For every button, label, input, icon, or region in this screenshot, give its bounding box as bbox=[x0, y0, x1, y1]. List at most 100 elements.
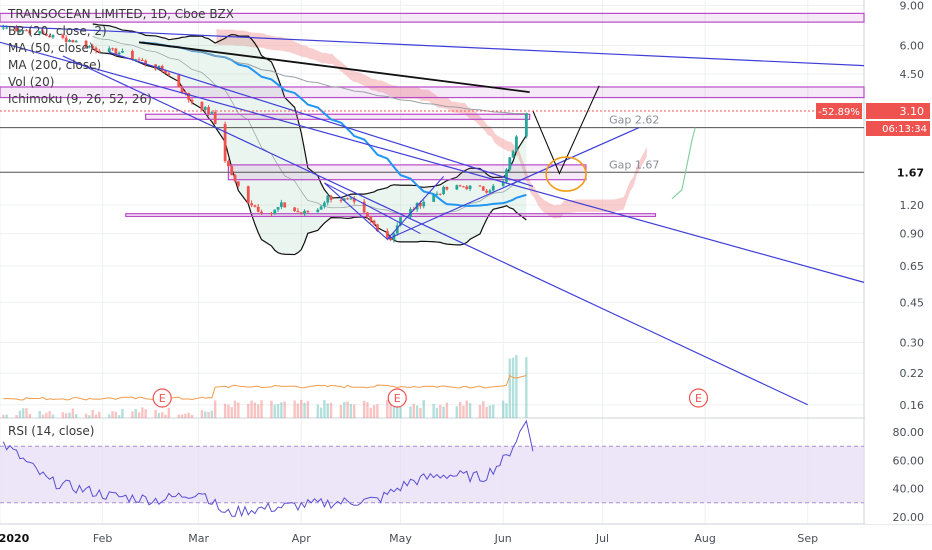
indicator-ma200[interactable]: MA (200, close) bbox=[8, 57, 234, 74]
volume-bar bbox=[19, 411, 21, 418]
volume-bar bbox=[346, 402, 348, 418]
candle-body bbox=[2, 28, 5, 29]
time-tick-label: Aug bbox=[694, 532, 715, 545]
earnings-label: E bbox=[695, 392, 702, 405]
volume-bar bbox=[323, 400, 325, 418]
volume-bar bbox=[85, 414, 87, 418]
volume-bar bbox=[492, 405, 494, 418]
candle-body bbox=[505, 170, 508, 182]
volume-bar bbox=[423, 400, 425, 418]
volume-bar bbox=[187, 413, 189, 418]
time-tick-label: Jul bbox=[595, 532, 609, 545]
volume-bar bbox=[436, 408, 438, 418]
volume-bar bbox=[88, 415, 90, 418]
volume-bar bbox=[141, 407, 143, 418]
volume-bar bbox=[45, 413, 47, 418]
volume-bar bbox=[231, 407, 233, 418]
volume-bar bbox=[297, 404, 299, 418]
candle-body bbox=[462, 186, 465, 187]
volume-bar bbox=[343, 402, 345, 418]
candle-body bbox=[340, 200, 343, 201]
volume-bar bbox=[489, 405, 491, 418]
candle-body bbox=[386, 231, 389, 237]
volume-bar bbox=[512, 358, 514, 418]
volume-bar bbox=[164, 415, 166, 418]
volume-bar bbox=[409, 407, 411, 418]
volume-bar bbox=[446, 403, 448, 418]
candle-body bbox=[224, 124, 227, 161]
candle-body bbox=[237, 181, 240, 186]
volume-bar bbox=[439, 405, 441, 418]
volume-bar bbox=[509, 358, 511, 418]
volume-bar bbox=[459, 402, 461, 418]
candle-body bbox=[230, 166, 233, 175]
time-tick-label: Mar bbox=[188, 532, 209, 545]
zone-1-08 bbox=[126, 214, 656, 217]
volume-bar bbox=[270, 401, 272, 418]
candle-body bbox=[320, 206, 323, 209]
volume-bar bbox=[25, 408, 27, 418]
candle-body bbox=[257, 207, 260, 212]
zone-3 bbox=[146, 114, 530, 119]
volume-bar bbox=[280, 402, 282, 418]
volume-bar bbox=[274, 405, 276, 418]
volume-bar bbox=[91, 410, 93, 418]
countdown-label: 06:13:34 bbox=[882, 124, 927, 135]
candle-body bbox=[306, 211, 309, 212]
candle-body bbox=[525, 113, 528, 137]
volume-bar bbox=[29, 414, 31, 418]
candle-body bbox=[210, 112, 213, 113]
volume-bar bbox=[366, 402, 368, 418]
volume-bar bbox=[505, 403, 507, 418]
volume-bar bbox=[68, 413, 70, 418]
indicator-vol[interactable]: Vol (20) bbox=[8, 74, 234, 91]
indicator-ma50[interactable]: MA (50, close) bbox=[8, 40, 234, 57]
candle-body bbox=[366, 212, 369, 216]
candle-body bbox=[253, 205, 256, 206]
candle-body bbox=[482, 186, 485, 190]
volume-bar bbox=[204, 412, 206, 418]
volume-bar bbox=[2, 415, 4, 418]
rsi-legend[interactable]: RSI (14, close) bbox=[8, 424, 94, 438]
price-tick-label: 0.22 bbox=[900, 367, 925, 380]
candle-body bbox=[346, 198, 349, 199]
candle-body bbox=[369, 217, 372, 221]
volume-bar bbox=[154, 410, 156, 418]
volume-bar bbox=[5, 415, 7, 418]
candle-body bbox=[512, 151, 515, 157]
earnings-label: E bbox=[159, 392, 166, 405]
time-tick-label: Apr bbox=[292, 532, 312, 545]
volume-bar bbox=[257, 404, 259, 418]
volume-bar bbox=[65, 413, 67, 418]
volume-bar bbox=[340, 405, 342, 418]
volume-bar bbox=[399, 407, 401, 418]
volume-bar bbox=[515, 355, 517, 418]
price-tick-label: 0.30 bbox=[900, 336, 925, 349]
volume-bar bbox=[111, 411, 113, 418]
time-tick-label: Sep bbox=[797, 532, 818, 545]
volume-bar bbox=[277, 404, 279, 418]
time-tick-label: May bbox=[389, 532, 412, 545]
candle-body bbox=[273, 210, 276, 215]
volume-bar bbox=[370, 408, 372, 418]
volume-bar bbox=[121, 409, 123, 418]
volume-bar bbox=[250, 401, 252, 418]
volume-bar bbox=[432, 404, 434, 418]
volume-bar bbox=[353, 404, 355, 418]
indicator-ichimoku[interactable]: Ichimoku (9, 26, 52, 26) bbox=[8, 91, 234, 108]
volume-bar bbox=[479, 405, 481, 418]
chart-legend: TRANSOCEAN LIMITED, 1D, Cboe BZX BB (20,… bbox=[8, 6, 234, 108]
candle-body bbox=[349, 198, 352, 199]
candle-body bbox=[459, 185, 462, 186]
rsi-tick-label: 40.00 bbox=[893, 483, 925, 496]
indicator-bb[interactable]: BB (20, close, 2) bbox=[8, 23, 234, 40]
volume-bar bbox=[303, 403, 305, 418]
volume-bar bbox=[247, 404, 249, 418]
volume-bar bbox=[502, 401, 504, 418]
volume-bar bbox=[350, 404, 352, 418]
volume-bar bbox=[75, 414, 77, 418]
candle-body bbox=[277, 207, 280, 210]
volume-bar bbox=[62, 412, 64, 418]
volume-bar bbox=[214, 401, 216, 418]
candle-body bbox=[300, 212, 303, 214]
